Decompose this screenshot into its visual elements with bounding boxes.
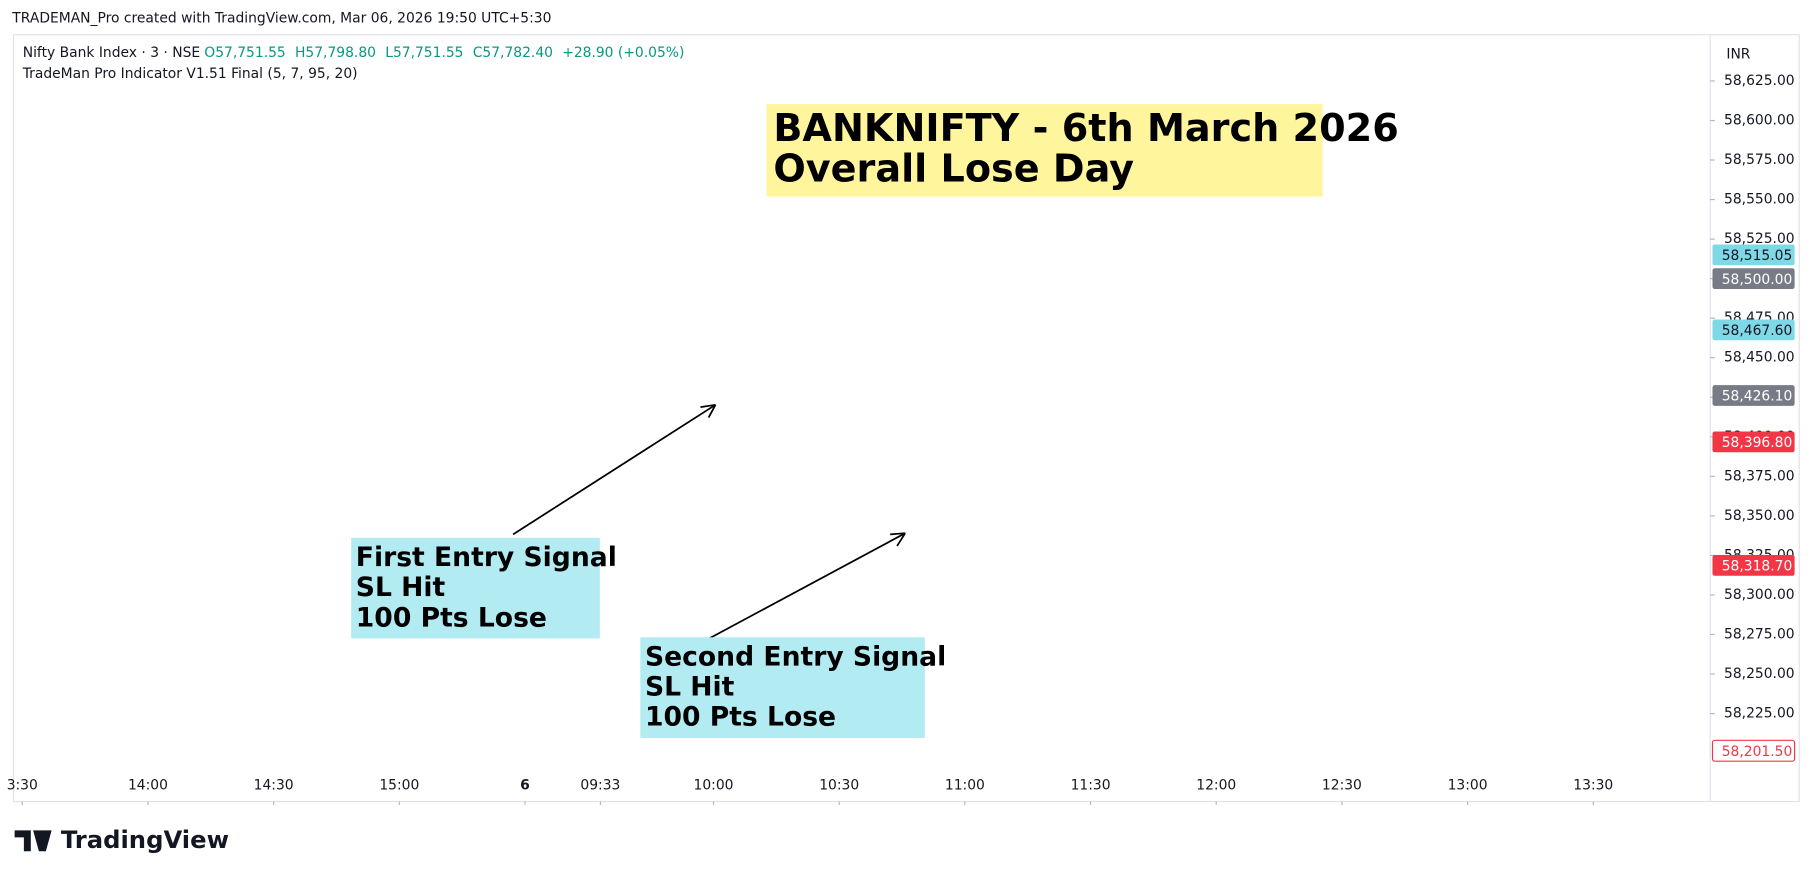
price-badge-label: 58,201.50 [1722, 744, 1793, 760]
price-badge-label: 58,426.10 [1722, 389, 1793, 405]
symbol: Nifty Bank Index · 3 · NSE [23, 45, 200, 61]
x-tick-label: 11:00 [945, 777, 985, 793]
ohlc-value: +28.90 (+0.05%) [562, 45, 684, 61]
callout [640, 637, 925, 738]
subtitle: Overall Lose Day [773, 147, 1134, 191]
y-tick-label: 58,550.00 [1724, 192, 1795, 208]
callout-text: First Entry Signal [356, 542, 617, 573]
callout [351, 537, 600, 639]
y-tick-label: 58,275.00 [1724, 626, 1795, 642]
x-tick-label: 3:30 [7, 777, 38, 793]
price-badge [1711, 739, 1796, 762]
price-badge [1712, 244, 1795, 266]
title: BANKNIFTY - 6th March 2026 [773, 106, 1398, 150]
y-tick-label: 58,575.00 [1724, 152, 1795, 168]
x-tick-label: 13:30 [1573, 777, 1613, 793]
y-tick-label: 58,525.00 [1724, 231, 1795, 247]
indicator: TradeMan Pro Indicator V1.51 Final (5, 7… [22, 66, 358, 82]
x-tick-label: 15:00 [379, 777, 419, 793]
callout-text: 100 Pts Lose [356, 602, 547, 633]
logo-icon [14, 830, 52, 852]
y-tick-label: 58,300.00 [1724, 587, 1795, 603]
chart-frame [12, 34, 1800, 803]
callout-text: 100 Pts Lose [645, 702, 836, 733]
price-badge [1712, 554, 1795, 576]
overlay: Nifty Bank Index · 3 · NSE TradeMan Pro … [22, 45, 1751, 738]
callout-text: Second Entry Signal [645, 642, 946, 673]
price-badge [1712, 319, 1795, 341]
currency: INR [1726, 46, 1750, 62]
x-tick-label: 14:30 [254, 777, 294, 793]
price-badge [1712, 268, 1795, 290]
ohlc-value: H57,798.80 [295, 45, 376, 61]
y-tick-label: 58,375.00 [1724, 468, 1795, 484]
y-tick-label: 58,250.00 [1724, 666, 1795, 682]
header: TRADEMAN_Pro created with TradingView.co… [11, 11, 551, 27]
ohlc-value: L57,751.55 [385, 45, 463, 61]
x-tick-label: 10:00 [694, 777, 734, 793]
ohlc-value: O57,751.55 [204, 45, 285, 61]
y-tick-label: 58,625.00 [1724, 73, 1795, 89]
arrow-head [700, 403, 717, 418]
title-box [766, 104, 1323, 197]
price-badge-label: 58,396.80 [1722, 435, 1793, 451]
arrow-head [890, 532, 906, 547]
y-tick-label: 58,600.00 [1724, 112, 1795, 128]
ohlc-value: C57,782.40 [473, 45, 553, 61]
arrow [512, 404, 716, 536]
y-tick-label: 58,225.00 [1724, 706, 1795, 722]
arrow [702, 532, 906, 643]
x-tick-label: 09:33 [580, 777, 620, 793]
price-badge [1712, 385, 1795, 406]
price-badge-label: 58,318.70 [1722, 559, 1793, 575]
x-tick-label: 6 [520, 777, 530, 793]
price-badge-label: 58,467.60 [1722, 323, 1793, 339]
price-badge-label: 58,515.05 [1722, 248, 1793, 264]
y-tick-label: 58,350.00 [1724, 508, 1795, 524]
footer-logo: TradingView [61, 825, 229, 854]
x-tick-label: 12:00 [1196, 777, 1236, 793]
x-tick-label: 13:00 [1448, 777, 1488, 793]
x-tick-label: 12:30 [1322, 777, 1362, 793]
callout-text: SL Hit [645, 672, 735, 703]
x-tick-label: 14:00 [128, 777, 168, 793]
x-tick-label: 10:30 [819, 777, 859, 793]
callout-text: SL Hit [356, 572, 446, 603]
x-tick-label: 11:30 [1071, 777, 1111, 793]
y-tick-label: 58,450.00 [1724, 350, 1795, 366]
price-badge-label: 58,500.00 [1722, 272, 1793, 288]
price-badge [1712, 431, 1795, 453]
